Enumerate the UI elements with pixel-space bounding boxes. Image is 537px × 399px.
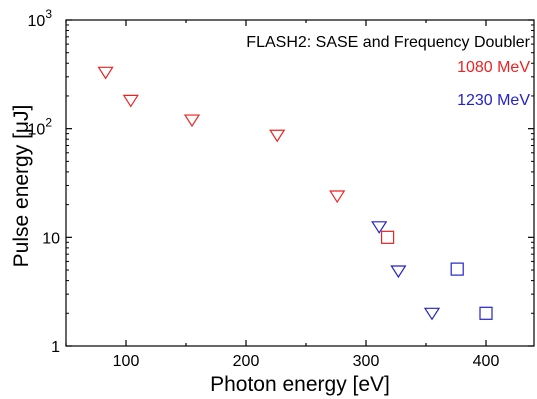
data-marks [97,66,493,321]
chart-annotation-title: FLASH2: SASE and Frequency Doubler [246,34,530,51]
legend-label-1230: 1230 MeV [457,92,530,109]
x-tick-label: 400 [473,353,500,370]
data-point-triangle [122,94,139,108]
x-tick-label: 200 [233,353,260,370]
data-point-triangle [183,114,201,128]
x-axis-title: Photon energy [eV] [210,373,390,396]
data-point-triangle [390,265,407,279]
y-tick-label: 102 [28,116,53,139]
data-point-triangle [329,190,346,204]
y-tick-label: 103 [28,7,53,30]
data-point-square [479,306,493,320]
data-point-square [450,262,464,276]
axis-ticks: 100 200 300 400 1 10 102 103 [28,7,534,370]
data-point-triangle [269,129,286,143]
legend-label-1080: 1080 MeV [457,59,530,76]
x-tick-label: 300 [353,353,380,370]
x-tick-label: 100 [113,353,140,370]
data-point-square [381,230,395,244]
y-tick-label: 1 [51,339,60,356]
data-point-triangle [371,221,388,234]
data-point-triangle [97,66,114,80]
y-tick-label: 10 [42,230,60,247]
y-axis-title: Pulse energy [μJ] [10,105,33,268]
plot-frame [65,19,535,347]
data-point-triangle [423,307,441,321]
